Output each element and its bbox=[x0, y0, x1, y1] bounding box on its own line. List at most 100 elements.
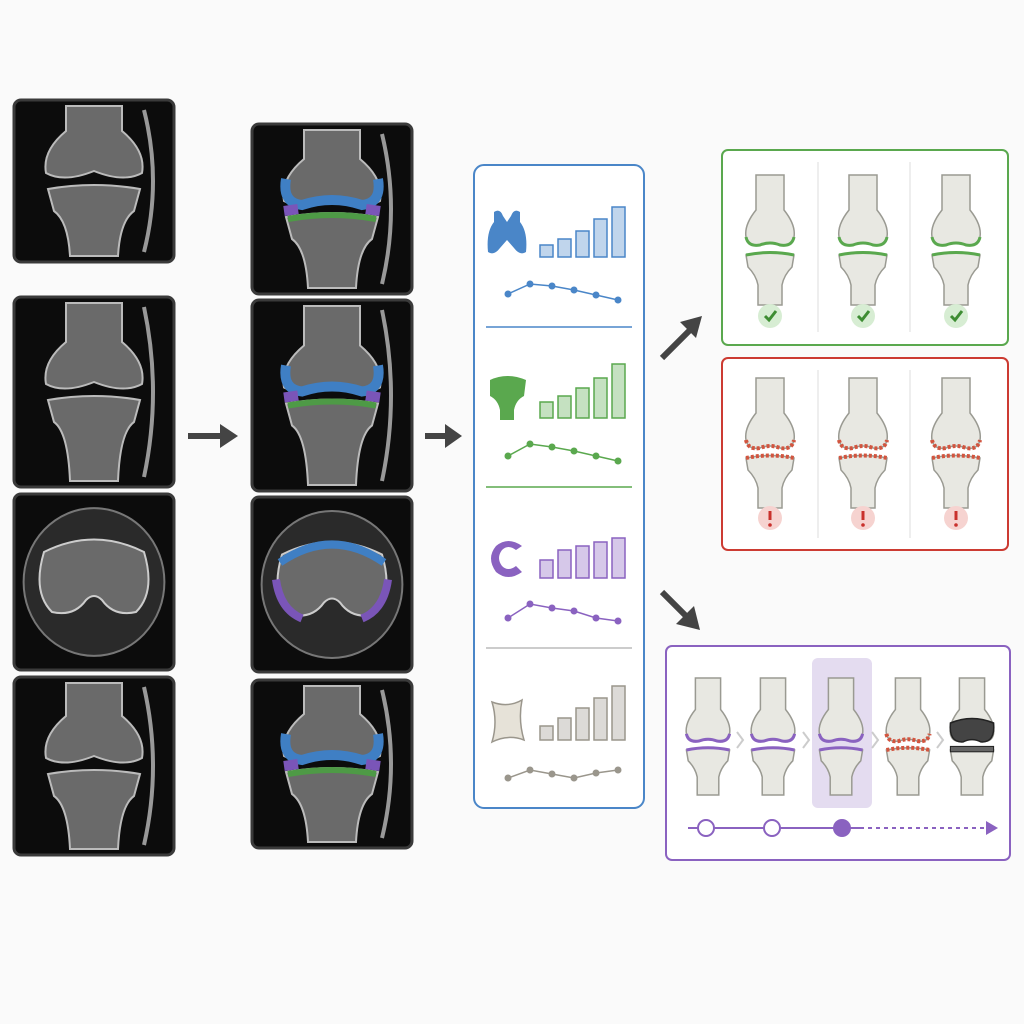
timeline-point bbox=[697, 819, 715, 837]
cartilage bbox=[751, 746, 795, 752]
timeline-current bbox=[833, 819, 851, 837]
feature-bar bbox=[539, 401, 554, 419]
cartilage bbox=[749, 733, 797, 743]
check-icon bbox=[949, 310, 964, 323]
cartilage bbox=[819, 746, 863, 752]
tibia bbox=[745, 454, 795, 509]
feature-bar bbox=[611, 685, 626, 741]
arrowhead bbox=[445, 424, 462, 448]
feature-trend-point bbox=[614, 766, 622, 774]
segmentation-meniscus bbox=[365, 759, 381, 771]
feature-trend-point bbox=[548, 443, 556, 451]
arrowhead bbox=[220, 424, 238, 448]
arrow bbox=[659, 327, 693, 361]
healthy-badge bbox=[944, 304, 968, 328]
feature-bar bbox=[575, 387, 590, 419]
mri-frame bbox=[12, 675, 176, 857]
arrowhead bbox=[680, 316, 702, 338]
implant-femoral bbox=[949, 717, 995, 743]
feature-trend-point bbox=[614, 617, 622, 625]
feature-bar bbox=[611, 206, 626, 258]
arrow bbox=[659, 589, 689, 619]
stage-chevron bbox=[871, 731, 880, 749]
mri-frame bbox=[250, 678, 414, 850]
mri-frame bbox=[250, 298, 414, 493]
feature-trend-point bbox=[592, 452, 600, 460]
mri-bone bbox=[38, 538, 150, 615]
stage-chevron bbox=[802, 731, 811, 749]
segmentation-tibial bbox=[287, 767, 377, 777]
timeline-arrowhead bbox=[986, 821, 998, 835]
timeline bbox=[688, 819, 998, 837]
feature-bar bbox=[557, 238, 572, 258]
segmentation-tibial bbox=[287, 398, 377, 409]
feature-trend-point bbox=[526, 280, 534, 288]
cartilage bbox=[837, 236, 889, 247]
cartilage bbox=[817, 733, 865, 743]
feature-bar bbox=[593, 697, 608, 741]
femur bbox=[744, 377, 796, 450]
feature-bar bbox=[593, 377, 608, 419]
feature-trend-point bbox=[548, 282, 556, 290]
cartilage bbox=[931, 251, 981, 257]
mri-soft-tissue bbox=[380, 133, 393, 285]
cartilage bbox=[686, 746, 730, 752]
segmentation-meniscus bbox=[365, 204, 381, 216]
warning-dot bbox=[768, 523, 772, 527]
mri-tibia bbox=[46, 184, 142, 257]
feature-bar bbox=[575, 230, 590, 258]
segmentation-meniscus bbox=[283, 759, 299, 771]
segmentation-column bbox=[250, 122, 414, 850]
mri-soft-tissue bbox=[142, 686, 155, 846]
feature-bar bbox=[593, 541, 608, 579]
cartilage bbox=[744, 236, 796, 247]
femur-cartilage-icon bbox=[487, 210, 527, 254]
feature-trend-point bbox=[570, 774, 578, 782]
feature-trend-point bbox=[504, 774, 512, 782]
mri-femur bbox=[44, 682, 144, 764]
feature-bar bbox=[611, 537, 626, 579]
warning-dot bbox=[861, 523, 865, 527]
tibia bbox=[931, 454, 981, 509]
feature-trend-point bbox=[548, 604, 556, 612]
femur bbox=[930, 377, 982, 450]
feature-bar bbox=[611, 363, 626, 419]
feature-trend-point bbox=[526, 766, 534, 774]
feature-trend-point bbox=[614, 457, 622, 465]
mri-soft-tissue bbox=[142, 306, 155, 478]
tibia-cartilage-icon bbox=[490, 376, 526, 420]
mri-femur bbox=[44, 302, 144, 390]
feature-bar bbox=[557, 717, 572, 741]
feature-trend-point bbox=[548, 770, 556, 778]
healthy-badge bbox=[851, 304, 875, 328]
cartilage bbox=[884, 733, 932, 744]
feature-trend-line bbox=[507, 603, 619, 622]
mri-soft-tissue bbox=[142, 109, 155, 253]
cartilage bbox=[745, 251, 795, 257]
segmentation-meniscus bbox=[365, 390, 381, 403]
arrowhead bbox=[676, 606, 700, 630]
cartilage bbox=[838, 251, 888, 257]
check-icon bbox=[763, 310, 778, 323]
segmentation-meniscus bbox=[272, 578, 304, 623]
joint-illustrations bbox=[684, 162, 995, 796]
healthy-panel bbox=[721, 149, 1009, 346]
arrows bbox=[188, 316, 702, 630]
healthy-badge bbox=[758, 304, 782, 328]
segmentation-tibial bbox=[287, 212, 377, 222]
meniscus-icon bbox=[491, 541, 522, 577]
feature-trend-line bbox=[507, 443, 619, 462]
feature-bar bbox=[593, 218, 608, 258]
feature-bar bbox=[539, 244, 554, 258]
feature-trend-point bbox=[570, 607, 578, 615]
feature-trend-point bbox=[504, 290, 512, 298]
segmentation-femoral bbox=[280, 178, 384, 211]
feature-trend-point bbox=[504, 452, 512, 460]
mri-soft-tissue bbox=[380, 689, 393, 839]
mri-femur bbox=[44, 105, 144, 179]
feature-bar bbox=[539, 559, 554, 579]
mri-column bbox=[12, 98, 176, 857]
segmentation-femoral bbox=[280, 364, 384, 397]
feature-trend-point bbox=[592, 769, 600, 777]
